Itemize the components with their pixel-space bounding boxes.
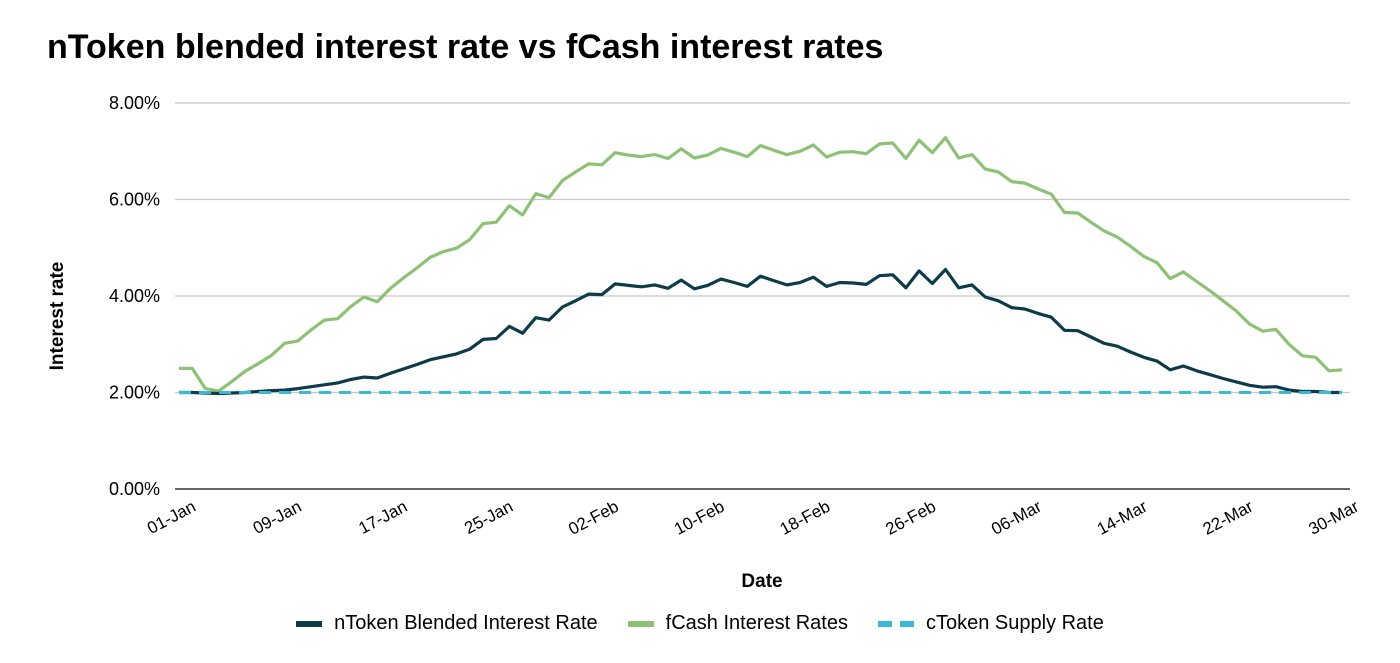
x-axis-ticks: 01-Jan 09-Jan 17-Jan 25-Jan 02-Feb 10-Feb 18-F… xyxy=(144,497,1362,539)
series-line-fcash-interest-rates xyxy=(179,136,1343,393)
x-tick-label: 18-Feb xyxy=(777,497,833,539)
x-tick-label: 09-Jan xyxy=(250,497,305,538)
y-tick-label: 6.00% xyxy=(109,190,160,210)
series-lines xyxy=(179,136,1343,396)
legend-item-ntoken: nToken Blended Interest Rate xyxy=(296,612,598,635)
x-tick-label: 06-Mar xyxy=(988,497,1045,539)
x-tick-label: 02-Feb xyxy=(565,497,621,539)
legend-swatch-fcash xyxy=(627,620,654,627)
y-tick-label: 0.00% xyxy=(109,479,160,499)
gridlines xyxy=(175,102,1350,490)
y-tick-label: 2.00% xyxy=(109,383,160,403)
x-tick-label: 26-Feb xyxy=(882,497,938,539)
x-axis-title: Date xyxy=(741,571,782,592)
legend-label-ctoken: cToken Supply Rate xyxy=(925,612,1104,634)
x-tick-label: 25-Jan xyxy=(461,497,516,538)
chart-title: nToken blended interest rate vs fCash in… xyxy=(47,28,884,66)
legend-item-ctoken: cToken Supply Rate xyxy=(877,612,1104,635)
y-axis-title: Interest rate xyxy=(47,262,68,371)
y-tick-label: 8.00% xyxy=(109,93,160,113)
legend-label-fcash: fCash Interest Rates xyxy=(665,612,848,634)
x-tick-label: 30-Mar xyxy=(1305,497,1362,539)
x-tick-label: 14-Mar xyxy=(1094,497,1151,539)
y-axis-ticks: 0.00% 2.00% 4.00% 6.00% 8.00% xyxy=(109,93,160,499)
y-tick-label: 4.00% xyxy=(109,286,160,306)
x-tick-label: 10-Feb xyxy=(671,497,727,539)
series-line-ntoken-blended-interest-rate xyxy=(179,267,1342,396)
legend-swatch-ctoken xyxy=(877,620,914,627)
x-tick-label: 17-Jan xyxy=(356,497,411,538)
legend: nToken Blended Interest Rate fCash Inter… xyxy=(0,612,1400,635)
legend-item-fcash: fCash Interest Rates xyxy=(627,612,848,635)
x-tick-label: 01-Jan xyxy=(144,497,199,538)
legend-label-ntoken: nToken Blended Interest Rate xyxy=(334,612,598,634)
legend-swatch-ntoken xyxy=(296,620,323,627)
x-tick-label: 22-Mar xyxy=(1200,497,1257,539)
